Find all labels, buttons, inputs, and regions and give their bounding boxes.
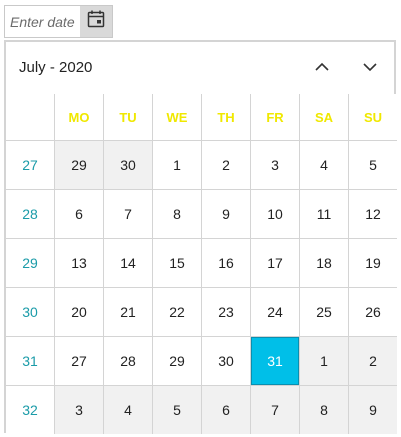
day-cell[interactable]: 20 xyxy=(55,288,103,336)
week-number: 27 xyxy=(6,141,54,189)
day-cell[interactable]: 23 xyxy=(202,288,250,336)
weekday-header: WE xyxy=(153,94,201,140)
day-cell[interactable]: 17 xyxy=(251,239,299,287)
day-cell[interactable]: 9 xyxy=(349,386,397,434)
chevron-down-icon xyxy=(363,59,377,77)
day-cell[interactable]: 3 xyxy=(55,386,103,434)
day-cell[interactable]: 10 xyxy=(251,190,299,238)
calendar-toggle-button[interactable] xyxy=(80,6,112,37)
day-cell[interactable]: 7 xyxy=(251,386,299,434)
weekday-header: SA xyxy=(300,94,348,140)
date-picker-input[interactable] xyxy=(4,5,113,38)
day-cell[interactable]: 9 xyxy=(202,190,250,238)
day-cell[interactable]: 11 xyxy=(300,190,348,238)
week-number-header xyxy=(6,94,54,140)
calendar-header: July - 2020 xyxy=(6,42,394,94)
day-cell[interactable]: 15 xyxy=(153,239,201,287)
date-input-field[interactable] xyxy=(5,6,80,37)
weekday-header: SU xyxy=(349,94,397,140)
day-cell[interactable]: 6 xyxy=(55,190,103,238)
calendar-popup: July - 2020 MO TU WE TH FR SA SU 27 29 30 1 2 3 4 5 28 6… xyxy=(4,40,397,434)
day-cell[interactable]: 1 xyxy=(300,337,348,385)
day-cell[interactable]: 21 xyxy=(104,288,152,336)
day-cell[interactable]: 12 xyxy=(349,190,397,238)
calendar-icon xyxy=(87,10,105,33)
week-number: 30 xyxy=(6,288,54,336)
day-cell[interactable]: 30 xyxy=(202,337,250,385)
next-month-button[interactable] xyxy=(354,52,386,84)
selected-day-cell[interactable]: 31 xyxy=(251,337,299,385)
previous-month-button[interactable] xyxy=(306,52,338,84)
day-cell[interactable]: 27 xyxy=(55,337,103,385)
week-number: 32 xyxy=(6,386,54,434)
day-cell[interactable]: 22 xyxy=(153,288,201,336)
week-number: 31 xyxy=(6,337,54,385)
chevron-up-icon xyxy=(315,59,329,77)
day-cell[interactable]: 2 xyxy=(202,141,250,189)
day-cell[interactable]: 4 xyxy=(300,141,348,189)
weekday-header: MO xyxy=(55,94,103,140)
day-cell[interactable]: 5 xyxy=(349,141,397,189)
day-cell[interactable]: 28 xyxy=(104,337,152,385)
day-cell[interactable]: 8 xyxy=(300,386,348,434)
week-number: 28 xyxy=(6,190,54,238)
calendar-grid: MO TU WE TH FR SA SU 27 29 30 1 2 3 4 5 28 6 7 8 9 10 11 12 29 1… xyxy=(6,94,397,434)
day-cell[interactable]: 29 xyxy=(153,337,201,385)
day-cell[interactable]: 2 xyxy=(349,337,397,385)
week-number: 29 xyxy=(6,239,54,287)
day-cell[interactable]: 7 xyxy=(104,190,152,238)
day-cell[interactable]: 14 xyxy=(104,239,152,287)
day-cell[interactable]: 25 xyxy=(300,288,348,336)
day-cell[interactable]: 8 xyxy=(153,190,201,238)
weekday-header: TU xyxy=(104,94,152,140)
day-cell[interactable]: 5 xyxy=(153,386,201,434)
day-cell[interactable]: 3 xyxy=(251,141,299,189)
day-cell[interactable]: 26 xyxy=(349,288,397,336)
day-cell[interactable]: 18 xyxy=(300,239,348,287)
weekday-header: TH xyxy=(202,94,250,140)
day-cell[interactable]: 13 xyxy=(55,239,103,287)
day-cell[interactable]: 19 xyxy=(349,239,397,287)
day-cell[interactable]: 1 xyxy=(153,141,201,189)
day-cell[interactable]: 4 xyxy=(104,386,152,434)
day-cell[interactable]: 29 xyxy=(55,141,103,189)
day-cell[interactable]: 30 xyxy=(104,141,152,189)
day-cell[interactable]: 6 xyxy=(202,386,250,434)
day-cell[interactable]: 16 xyxy=(202,239,250,287)
day-cell[interactable]: 24 xyxy=(251,288,299,336)
weekday-header: FR xyxy=(251,94,299,140)
month-year-label[interactable]: July - 2020 xyxy=(19,59,93,76)
